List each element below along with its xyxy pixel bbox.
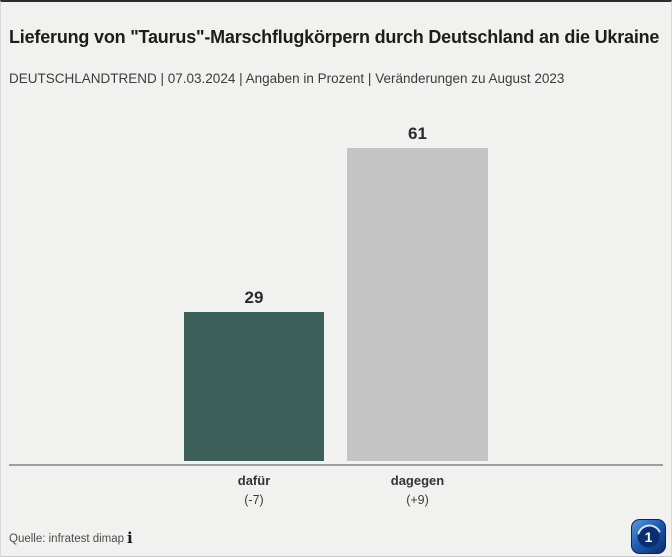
- info-icon[interactable]: i: [127, 529, 133, 547]
- x-axis-line: [9, 464, 663, 466]
- bar-dafuer: [184, 312, 324, 461]
- ard-logo-icon: 1: [631, 519, 666, 554]
- category-label-dagegen: dagegen: [390, 473, 445, 488]
- source-label: Quelle: infratest dimap: [9, 533, 125, 545]
- change-label-dagegen: (+9): [406, 493, 429, 507]
- bar-dagegen: [347, 148, 488, 461]
- chart-title: Lieferung von "Taurus"-Marschflugkörpern…: [9, 27, 660, 48]
- chart-subtitle: DEUTSCHLANDTREND | 07.03.2024 | Angaben …: [9, 71, 565, 86]
- bar-value-dafuer: 29: [244, 288, 264, 307]
- change-label-dafuer: (-7): [244, 493, 264, 507]
- bar-value-dagegen: 61: [408, 124, 427, 143]
- ard-logo-digit: 1: [645, 529, 653, 545]
- category-label-dafuer: dafür: [237, 473, 271, 488]
